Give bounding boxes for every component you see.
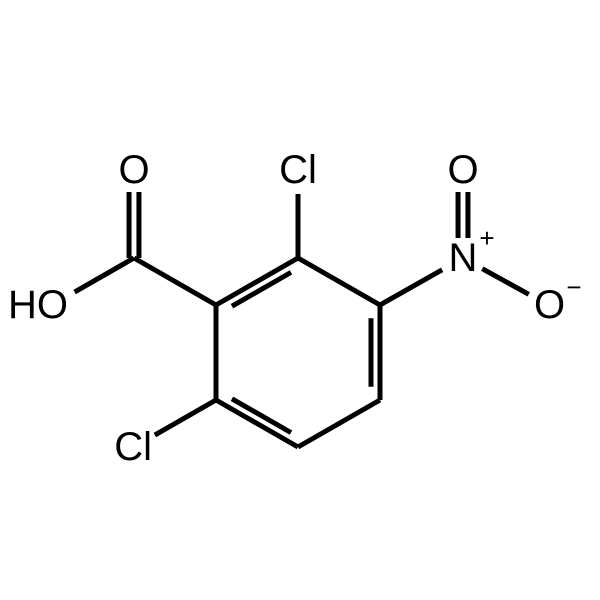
charge-label: + bbox=[479, 223, 494, 253]
atom-label: N bbox=[449, 236, 478, 280]
charge-label: − bbox=[566, 272, 581, 302]
molecule-diagram: OHOClClNOO+− bbox=[0, 0, 600, 600]
atom-label: O bbox=[534, 283, 565, 327]
atom-label: O bbox=[447, 148, 478, 192]
atom-label: O bbox=[118, 148, 149, 192]
atom-label: Cl bbox=[114, 425, 152, 469]
atom-label: Cl bbox=[279, 148, 317, 192]
atom-label: HO bbox=[8, 283, 68, 327]
